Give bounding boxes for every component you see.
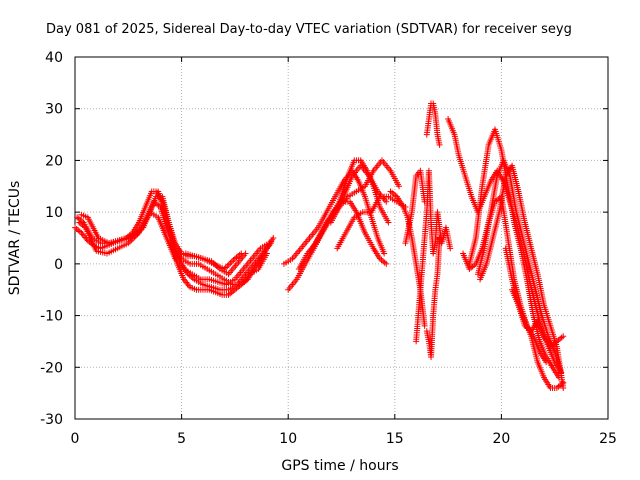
x-tick-label: 5 xyxy=(177,431,186,447)
data-point xyxy=(228,258,235,265)
y-axis-ticks: -30 -20 -10 0 10 20 30 40 xyxy=(40,50,608,428)
y-tick-label: 40 xyxy=(45,50,63,66)
data-points xyxy=(72,100,567,391)
series-s8 xyxy=(280,167,388,267)
data-point xyxy=(560,384,567,391)
data-point xyxy=(385,219,392,226)
data-point xyxy=(381,250,388,257)
series-s16 xyxy=(423,235,443,360)
data-point xyxy=(543,359,550,366)
series-s13 xyxy=(387,188,428,329)
y-tick-label: -20 xyxy=(40,360,63,376)
series-s15 xyxy=(413,167,454,345)
x-tick-label: 10 xyxy=(279,431,297,447)
data-point xyxy=(227,260,234,267)
y-tick-label: -30 xyxy=(40,412,63,428)
data-point xyxy=(222,264,229,271)
y-tick-label: 10 xyxy=(45,205,63,221)
chart-title: Day 081 of 2025, Sidereal Day-to-day VTE… xyxy=(46,22,572,37)
data-point xyxy=(238,250,245,257)
data-point xyxy=(266,240,273,247)
x-tick-label: 25 xyxy=(599,431,617,447)
plot-frame xyxy=(74,56,609,420)
series-s3 xyxy=(76,198,270,288)
data-point xyxy=(421,322,428,329)
x-tick-label: 15 xyxy=(386,431,404,447)
series-s7 xyxy=(285,157,392,293)
data-point xyxy=(383,198,390,205)
y-axis-label: SDTVAR / TECUs xyxy=(7,181,23,296)
data-point xyxy=(447,245,454,252)
data-point xyxy=(383,260,390,267)
data-point xyxy=(270,235,277,241)
x-tick-label: 20 xyxy=(492,431,510,447)
data-point xyxy=(436,235,443,241)
y-tick-label: 0 xyxy=(54,257,63,273)
series-s6 xyxy=(182,250,245,273)
data-point xyxy=(225,261,232,268)
series-s24 xyxy=(509,286,567,391)
series-s19 xyxy=(466,126,562,381)
series-s4 xyxy=(78,209,273,288)
series-s10 xyxy=(306,162,390,257)
y-tick-label: -10 xyxy=(40,309,63,325)
x-axis-label: GPS time / hours xyxy=(281,458,398,474)
x-axis-ticks: 0 5 10 15 20 25 xyxy=(71,57,617,447)
data-point xyxy=(263,250,270,257)
y-tick-label: 30 xyxy=(45,102,63,118)
data-point xyxy=(560,333,567,340)
data-point xyxy=(560,379,567,386)
y-tick-label: 20 xyxy=(45,153,63,169)
data-point xyxy=(436,141,443,148)
data-point xyxy=(396,183,403,190)
series-s11 xyxy=(327,157,403,226)
x-tick-label: 0 xyxy=(71,431,80,447)
series-s17 xyxy=(423,100,443,148)
